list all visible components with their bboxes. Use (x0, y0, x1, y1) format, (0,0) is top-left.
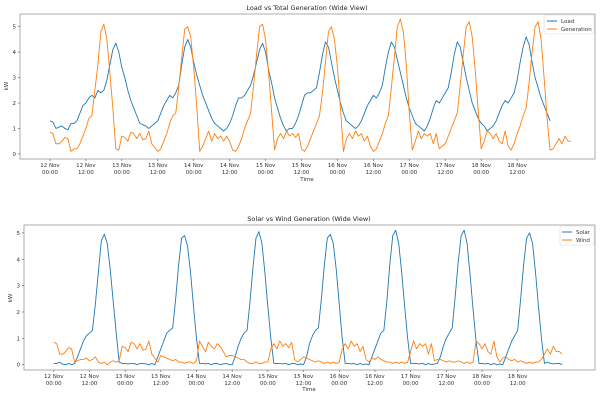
x-tick-label-time: 12:00 (78, 170, 94, 176)
x-tick-label-time: 12:00 (296, 381, 312, 387)
x-tick-label-date: 18 Nov (471, 163, 491, 169)
y-tick-label: 1 (17, 336, 21, 342)
x-tick-label-time: 00:00 (260, 381, 276, 387)
x-tick-label-date: 18 Nov (508, 374, 528, 380)
x-tick-label-time: 00:00 (330, 170, 346, 176)
x-tick-label-date: 15 Nov (258, 374, 278, 380)
x-tick-label-date: 12 Nov (40, 163, 60, 169)
series-line-solar (53, 229, 563, 366)
x-tick-label-time: 00:00 (258, 170, 274, 176)
legend-label-solar: Solar (576, 230, 591, 236)
x-tick-label-date: 13 Nov (151, 374, 171, 380)
x-tick-label-date: 12 Nov (76, 163, 96, 169)
x-tick-label-date: 14 Nov (187, 374, 207, 380)
x-tick-label-time: 12:00 (438, 381, 454, 387)
x-tick-label-date: 14 Nov (184, 163, 204, 169)
y-ticks: 0 1 2 3 4 5 (17, 231, 24, 369)
y-tick-label: 4 (13, 50, 17, 56)
x-axis-label: Time (301, 387, 316, 393)
x-tick-label-date: 12 Nov (44, 374, 64, 380)
x-tick-label-date: 17 Nov (400, 163, 420, 169)
x-tick-label-date: 12 Nov (80, 374, 100, 380)
x-tick-label-time: 12:00 (222, 170, 238, 176)
x-tick-label-date: 16 Nov (365, 374, 385, 380)
x-tick-label-date: 18 Nov (507, 163, 527, 169)
x-tick-label-date: 17 Nov (401, 374, 421, 380)
x-tick-label-time: 00:00 (117, 381, 133, 387)
plot-frame (19, 13, 596, 160)
x-tick-label-time: 12:00 (510, 381, 526, 387)
x-tick-label-time: 12:00 (224, 381, 240, 387)
y-tick-label: 1 (13, 126, 17, 132)
chart-title: Load vs Total Generation (Wide View) (246, 4, 367, 12)
x-tick-label-date: 15 Nov (256, 163, 276, 169)
y-tick-label: 3 (13, 76, 17, 82)
x-tick-label-time: 12:00 (294, 170, 310, 176)
series-line-load (49, 36, 551, 132)
x-tick-label-time: 12:00 (153, 381, 169, 387)
x-tick-label-time: 12:00 (81, 381, 97, 387)
x-tick-label-date: 15 Nov (294, 374, 314, 380)
plot-frame (23, 224, 596, 371)
series-line-wind (53, 340, 563, 366)
x-tick-label-time: 12:00 (509, 170, 525, 176)
legend-label-wind: Wind (576, 238, 590, 244)
y-tick-label: 2 (17, 310, 21, 316)
series-lines (49, 18, 572, 152)
y-tick-label: 0 (13, 152, 17, 158)
y-axis-label: kW (4, 81, 10, 90)
x-tick-label-time: 00:00 (331, 381, 347, 387)
x-tick-label-date: 17 Nov (436, 163, 456, 169)
x-tick-label-time: 00:00 (46, 381, 62, 387)
x-tick-label-time: 12:00 (150, 170, 166, 176)
x-tick-label-date: 15 Nov (292, 163, 312, 169)
x-tick-label-date: 16 Nov (329, 374, 349, 380)
series-line-generation (49, 18, 572, 152)
solar-wind-chart: Solar vs Wind Generation (Wide View) 012… (8, 215, 596, 393)
x-tick-label-time: 12:00 (437, 170, 453, 176)
y-tick-label: 4 (17, 257, 21, 263)
x-tick-label-date: 16 Nov (364, 163, 384, 169)
load-generation-chart: Load vs Total Generation (Wide View) 012… (4, 4, 596, 183)
x-tick-label-date: 17 Nov (437, 374, 457, 380)
x-tick-label-time: 12:00 (365, 170, 381, 176)
y-tick-label: 3 (17, 284, 21, 290)
chart-title: Solar vs Wind Generation (Wide View) (247, 215, 370, 223)
x-tick-label-time: 00:00 (474, 381, 490, 387)
y-tick-label: 0 (17, 363, 21, 369)
legend-label-generation: Generation (561, 27, 592, 33)
series-lines (53, 229, 563, 366)
x-tick-label-time: 00:00 (42, 170, 58, 176)
x-tick-label-date: 16 Nov (328, 163, 348, 169)
x-tick-label-date: 14 Nov (222, 374, 242, 380)
x-tick-label-time: 00:00 (401, 170, 417, 176)
legend: Load Generation (543, 14, 595, 35)
x-tick-label-date: 13 Nov (148, 163, 168, 169)
x-tick-label-time: 00:00 (473, 170, 489, 176)
x-tick-label-date: 13 Nov (112, 163, 132, 169)
x-tick-label-date: 18 Nov (472, 374, 492, 380)
y-tick-label: 5 (17, 231, 21, 237)
x-tick-label-time: 00:00 (403, 381, 419, 387)
x-tick-label-time: 00:00 (189, 381, 205, 387)
y-tick-label: 2 (13, 101, 17, 107)
x-tick-label-time: 00:00 (114, 170, 130, 176)
legend: Solar Wind (559, 225, 595, 246)
x-tick-label-time: 12:00 (367, 381, 383, 387)
legend-label-load: Load (561, 19, 574, 25)
x-axis-label: Time (299, 177, 314, 183)
y-ticks: 0 1 2 3 4 5 (13, 25, 20, 158)
y-tick-label: 5 (13, 25, 17, 31)
x-tick-label-date: 13 Nov (115, 374, 135, 380)
y-axis-label: kW (8, 293, 14, 302)
x-tick-label-time: 00:00 (186, 170, 202, 176)
x-tick-label-date: 14 Nov (220, 163, 240, 169)
